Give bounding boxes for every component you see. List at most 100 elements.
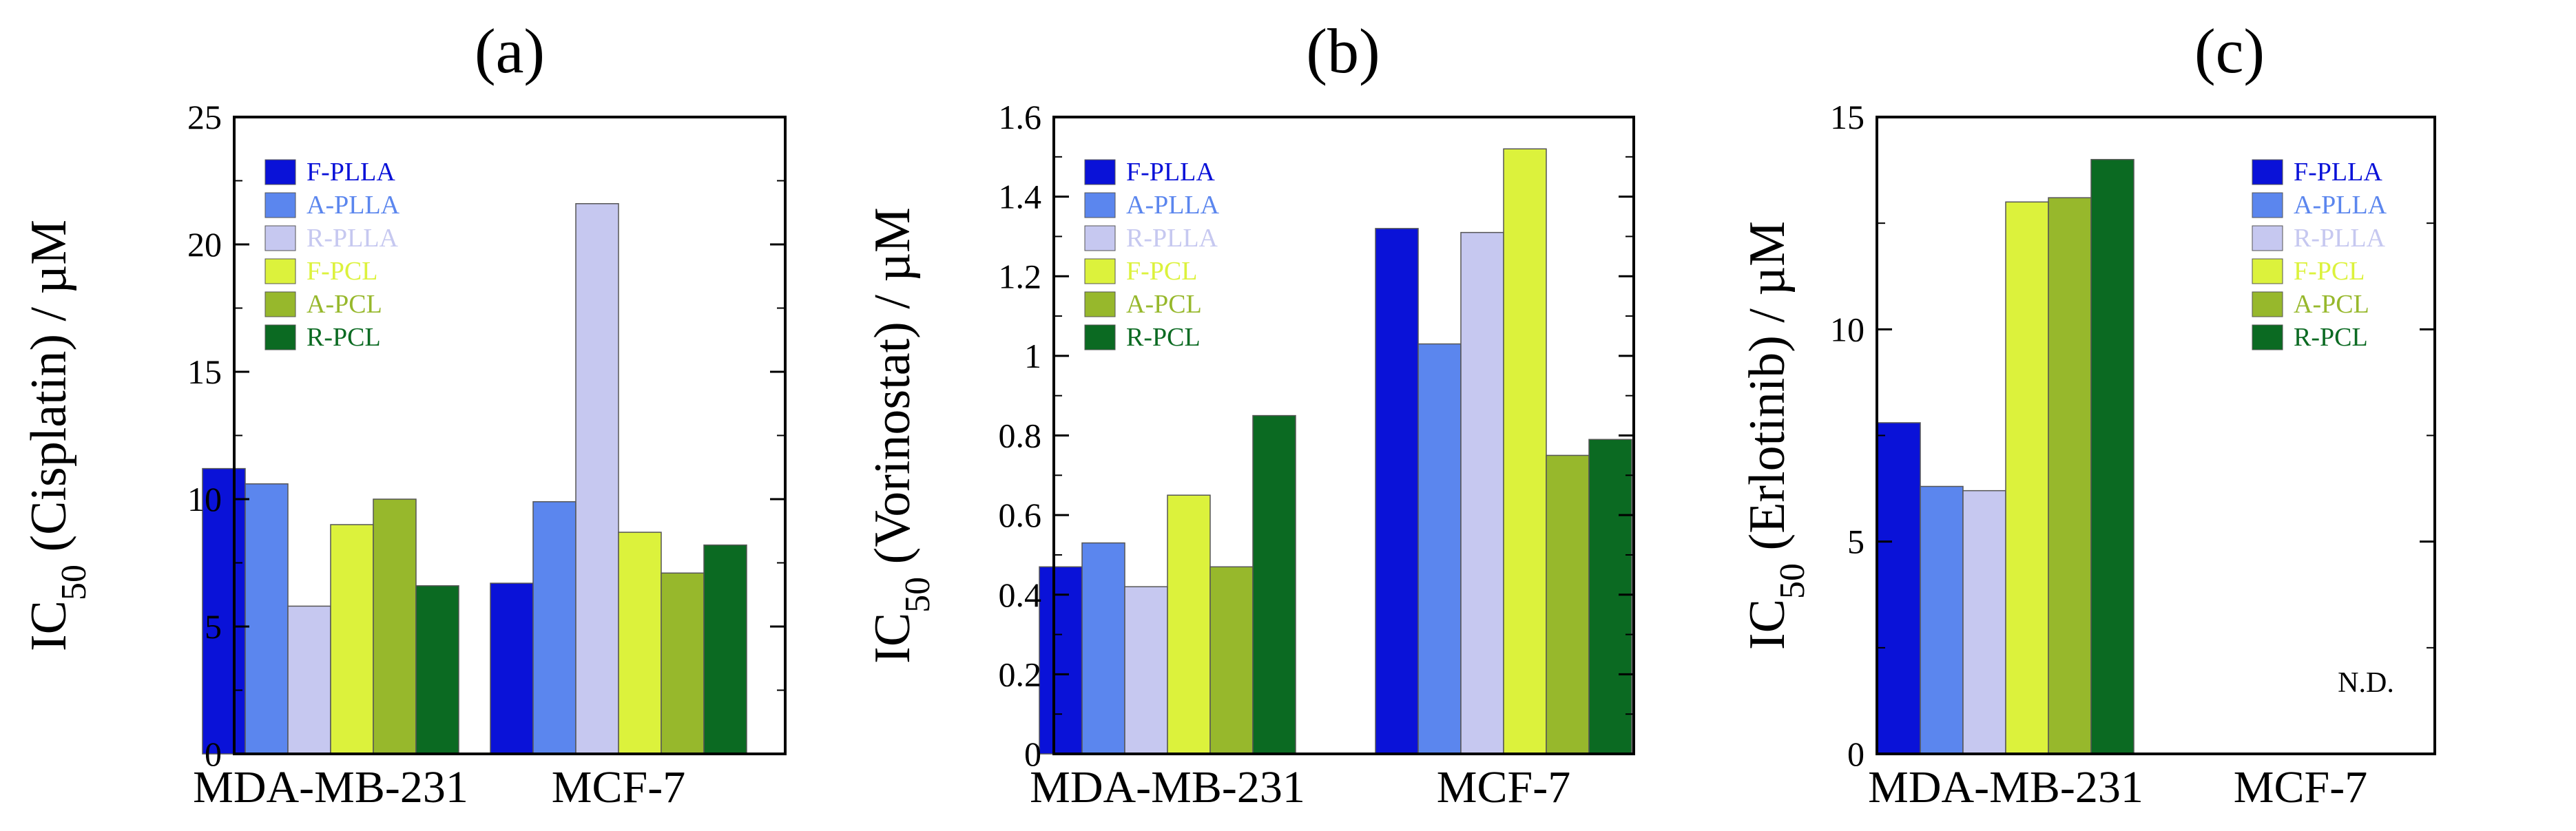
y-axis-label: IC50 (Erlotinib) / µM xyxy=(1739,221,1812,650)
legend-label: F-PCL xyxy=(1126,257,1197,286)
bar xyxy=(373,498,417,755)
bar xyxy=(1417,343,1462,755)
bar xyxy=(661,572,705,755)
x-tick-label: MCF-7 xyxy=(2234,762,2367,812)
legend-swatch xyxy=(2252,291,2283,317)
legend-swatch xyxy=(1084,225,1116,251)
bar xyxy=(1375,228,1419,755)
x-tick-label: MDA-MB-231 xyxy=(1868,762,2143,812)
legend-label: A-PLLA xyxy=(1126,191,1220,220)
y-tick-label: 0.8 xyxy=(999,417,1042,455)
x-tick-label: MCF-7 xyxy=(552,762,685,812)
legend-swatch xyxy=(1084,258,1116,284)
bar xyxy=(1460,231,1504,755)
bar xyxy=(1167,494,1211,755)
legend-swatch xyxy=(2252,258,2283,284)
legend-label: A-PCL xyxy=(307,290,382,319)
panel-c: (c) 0 5 10 15 MDA-MB-231 MCF-7 IC50 (Erlotinib)… xyxy=(1739,16,2436,812)
legend-label: R-PCL xyxy=(1126,323,1201,352)
y-tick-label: 10 xyxy=(187,480,222,518)
legend-swatch xyxy=(2252,225,2283,251)
legend-label: F-PCL xyxy=(307,257,377,286)
legend-swatch xyxy=(264,225,296,251)
bar xyxy=(618,532,662,755)
legend-label: F-PLLA xyxy=(307,158,395,187)
x-tick-label: MCF-7 xyxy=(1437,762,1570,812)
y-tick-label: 15 xyxy=(187,353,222,391)
bar xyxy=(1124,586,1168,755)
bar xyxy=(1039,566,1083,755)
legend-label: R-PCL xyxy=(2294,323,2368,352)
y-tick-label: 10 xyxy=(1830,310,1865,348)
legend-label: R-PLLA xyxy=(1126,224,1218,253)
legend-swatch xyxy=(264,291,296,317)
legend-label: F-PLLA xyxy=(1126,158,1215,187)
y-tick-label: 5 xyxy=(205,607,222,646)
bar xyxy=(575,203,619,755)
y-tick-label: 1.4 xyxy=(999,178,1042,216)
bar xyxy=(1546,454,1590,755)
bar xyxy=(532,501,577,755)
legend-swatch xyxy=(1084,159,1116,185)
legend-swatch xyxy=(1084,192,1116,218)
legend-swatch xyxy=(264,324,296,350)
legend-swatch xyxy=(1084,324,1116,350)
panel-b: (b) 0 0.2 0.4 0.6 0.8 1 1.2 1.4 1.6 MDA-MB-231 MCF-… xyxy=(864,16,1635,812)
legend-swatch xyxy=(2252,192,2283,218)
legend-swatch xyxy=(2252,159,2283,185)
bar xyxy=(490,582,534,755)
y-tick-label: 0.4 xyxy=(999,576,1042,614)
bar xyxy=(703,544,747,755)
panel-label: (c) xyxy=(2194,16,2265,86)
bar xyxy=(2090,158,2134,755)
bar xyxy=(245,483,289,755)
y-tick-label: 0 xyxy=(205,735,222,773)
panel-a: (a) 0 5 10 15 20 25 MDA-MB-231 MCF-7 IC50 (Cispla… xyxy=(21,16,787,812)
y-tick-label: 1 xyxy=(1024,337,1041,375)
y-tick-label: 0.6 xyxy=(999,496,1042,534)
legend-label: R-PLLA xyxy=(2294,224,2386,253)
y-tick-label: 0.2 xyxy=(999,655,1042,693)
panel-label: (a) xyxy=(475,16,545,86)
bar xyxy=(2048,197,2092,755)
y-tick-label: 0 xyxy=(1847,735,1865,773)
legend-label: A-PCL xyxy=(1126,290,1202,319)
bar xyxy=(1503,148,1547,755)
legend-label: R-PLLA xyxy=(307,224,399,253)
annotation-nd: N.D. xyxy=(2338,667,2394,699)
legend-label: A-PCL xyxy=(2294,290,2369,319)
bar xyxy=(202,467,246,755)
legend-label: R-PCL xyxy=(307,323,381,352)
panel-label: (b) xyxy=(1306,16,1380,86)
legend-swatch xyxy=(264,159,296,185)
bar xyxy=(1081,542,1125,755)
legend-swatch xyxy=(264,258,296,284)
legend-swatch xyxy=(264,192,296,218)
legend-swatch xyxy=(2252,324,2283,350)
bar xyxy=(330,524,374,755)
y-tick-label: 0 xyxy=(1024,735,1041,773)
y-axis-label: IC50 (Cisplatin) / µM xyxy=(21,220,94,651)
legend-label: A-PLLA xyxy=(307,191,400,220)
y-tick-label: 1.2 xyxy=(999,257,1042,295)
bar xyxy=(415,585,459,755)
bar xyxy=(1877,422,1921,755)
legend-label: F-PLLA xyxy=(2294,158,2382,187)
y-tick-label: 20 xyxy=(187,225,222,264)
bar xyxy=(1920,485,1964,755)
bar xyxy=(1588,439,1632,755)
legend-label: F-PCL xyxy=(2294,257,2365,286)
bar xyxy=(1252,414,1296,755)
y-tick-label: 25 xyxy=(187,98,222,136)
x-tick-label: MDA-MB-231 xyxy=(1030,762,1305,812)
y-tick-label: 15 xyxy=(1830,98,1865,136)
y-axis-label: IC50 (Vorinostat) / µM xyxy=(864,207,937,664)
x-tick-label: MDA-MB-231 xyxy=(193,762,468,812)
y-tick-label: 5 xyxy=(1847,523,1865,561)
bar xyxy=(1962,490,2006,755)
bar xyxy=(2005,201,2049,755)
legend-label: A-PLLA xyxy=(2294,191,2387,220)
bar xyxy=(287,605,331,755)
y-tick-label: 1.6 xyxy=(999,98,1042,136)
